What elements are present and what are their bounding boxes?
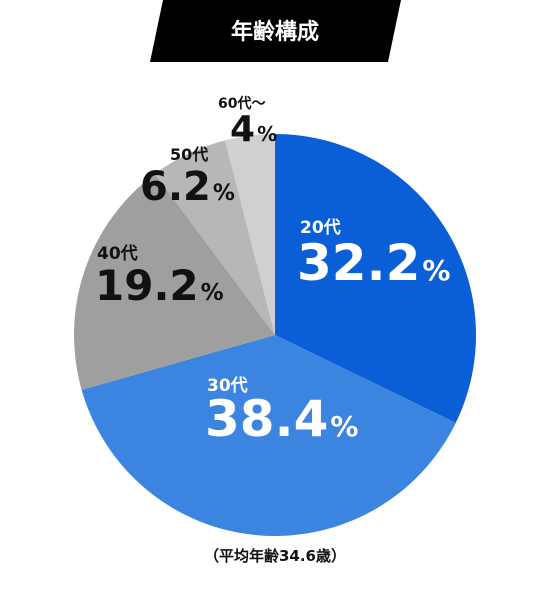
value-label: 32.2% [297,234,450,292]
category-label: 30代 [207,375,248,396]
category-label: 60代〜 [218,95,265,112]
value-label: 38.4% [205,390,358,448]
category-label: 50代 [170,145,208,164]
title-banner [150,0,401,62]
category-label: 40代 [97,243,138,264]
category-label: 20代 [300,217,341,238]
value-label: 19.2% [95,261,224,310]
note: （平均年齢34.6歳） [204,547,346,565]
value-label: 6.2% [140,164,235,210]
chart-title: 年齢構成 [231,19,319,45]
pie-slice [225,134,275,335]
pie-slice [74,173,276,390]
pie-slice [81,335,456,536]
pie-slice [275,134,476,423]
value-label: 4% [230,109,277,150]
pie-slice [154,140,275,335]
pie [74,134,476,536]
